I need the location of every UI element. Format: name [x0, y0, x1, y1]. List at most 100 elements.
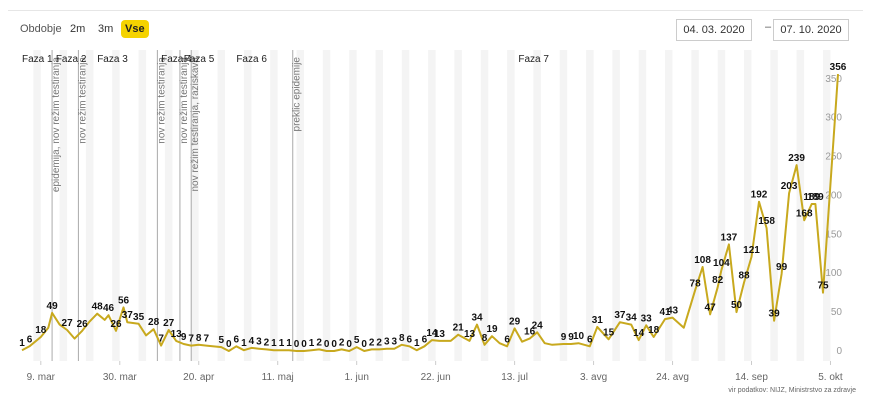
data-label: 50	[731, 300, 743, 311]
data-label: 1	[271, 338, 277, 349]
weekend-band	[744, 50, 752, 361]
data-label: 31	[592, 315, 604, 326]
weekend-band	[322, 50, 331, 361]
data-label: 75	[817, 281, 829, 292]
data-label: 46	[103, 303, 115, 314]
data-label: 2	[339, 337, 345, 348]
weekend-band	[559, 50, 568, 361]
data-label: 3	[392, 337, 398, 348]
weekend-band	[691, 50, 699, 361]
weekend-band	[480, 50, 489, 361]
data-label: 13	[464, 329, 476, 340]
data-label: 8	[196, 333, 202, 344]
y-tick-label: 300	[825, 113, 842, 124]
data-label: 7	[188, 334, 194, 345]
y-tick-label: 150	[825, 229, 842, 240]
data-label: 6	[422, 334, 428, 345]
weekend-band	[586, 50, 594, 361]
y-tick-label: 50	[831, 307, 843, 318]
data-label: 10	[573, 331, 585, 342]
phase-label: Faza 1	[22, 54, 53, 65]
x-tick-label: 13. jul	[501, 372, 528, 383]
weekend-band	[112, 50, 120, 361]
data-label: 5	[219, 335, 225, 346]
data-label: 19	[486, 324, 498, 335]
data-label: 24	[532, 320, 544, 331]
weekend-band	[665, 50, 673, 361]
data-label: 18	[35, 325, 47, 336]
data-label: 82	[712, 275, 724, 286]
date-from-input[interactable]: 04. 03. 2020	[676, 19, 752, 41]
range-all-button[interactable]: Vse	[121, 20, 149, 38]
event-label: nov režim testiranja	[156, 57, 167, 144]
data-label: 8	[482, 333, 488, 344]
data-label: 0	[324, 339, 330, 350]
x-tick-label: 11. maj	[262, 372, 294, 383]
weekend-band	[85, 50, 94, 361]
data-label: 37	[614, 310, 626, 321]
weekend-band	[164, 50, 173, 361]
y-tick-label: 100	[825, 268, 842, 279]
x-tick-label: 5. okt	[818, 372, 843, 383]
weekend-band	[796, 50, 805, 361]
data-label: 168	[796, 208, 813, 219]
header-divider	[8, 10, 863, 11]
data-label: 0	[226, 339, 232, 350]
x-tick-label: 1. jun	[344, 372, 368, 383]
series-line	[21, 74, 839, 352]
weekend-band	[375, 50, 383, 361]
data-label: 15	[603, 327, 615, 338]
data-label: 6	[234, 334, 240, 345]
data-label: 158	[758, 216, 775, 227]
weekend-band	[191, 50, 199, 361]
data-label: 108	[694, 255, 711, 266]
x-tick-label: 3. avg	[580, 372, 607, 383]
data-label: 29	[509, 316, 521, 327]
date-separator: –	[765, 21, 772, 33]
phase-label: Faza 7	[518, 54, 549, 65]
data-label: 47	[705, 302, 717, 313]
data-label: 88	[738, 271, 750, 282]
date-to-input[interactable]: 07. 10. 2020	[773, 19, 849, 41]
data-label: 34	[471, 313, 483, 324]
weekend-band	[717, 50, 726, 361]
data-label: 27	[62, 318, 74, 329]
data-label: 2	[264, 337, 270, 348]
data-label: 14	[426, 328, 438, 339]
x-tick-label: 14. sep	[735, 372, 768, 383]
data-label: 8	[399, 333, 405, 344]
data-label: 26	[110, 319, 122, 330]
range-3m-button[interactable]: 3m	[98, 23, 114, 35]
data-label: 14	[633, 328, 645, 339]
weekend-band	[533, 50, 541, 361]
weekend-band	[638, 50, 647, 361]
data-label: 189	[807, 192, 824, 203]
data-label: 28	[148, 317, 160, 328]
data-label: 4	[249, 336, 255, 347]
weekend-band	[217, 50, 225, 361]
weekend-band	[296, 50, 304, 361]
data-label: 5	[354, 335, 360, 346]
weekend-band	[270, 50, 278, 361]
weekend-band	[507, 50, 515, 361]
weekend-band	[349, 50, 357, 361]
phase-label: Faza 2	[56, 54, 87, 65]
weekend-band	[612, 50, 620, 361]
weekend-band	[59, 50, 68, 361]
y-tick-label: 200	[825, 190, 842, 201]
data-label: 33	[641, 313, 653, 324]
data-label: 0	[294, 339, 300, 350]
event-label: nov režim testiranja	[179, 57, 190, 144]
data-label: 6	[407, 334, 413, 345]
data-label: 9	[568, 332, 574, 343]
data-label: 6	[587, 334, 593, 345]
weekend-band	[401, 50, 410, 361]
weekend-band	[243, 50, 252, 361]
data-label: 9	[561, 332, 567, 343]
data-label: 3	[384, 337, 390, 348]
range-2m-button[interactable]: 2m	[70, 23, 86, 35]
data-label: 39	[769, 309, 781, 320]
data-label: 239	[788, 153, 805, 164]
data-label: 43	[667, 306, 679, 317]
